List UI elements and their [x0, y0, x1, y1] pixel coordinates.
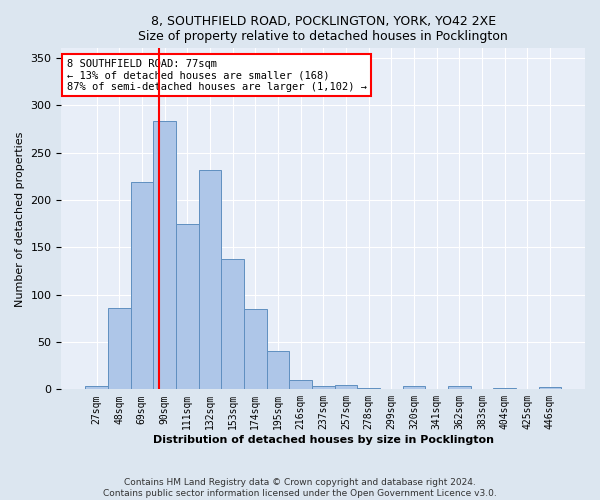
- Bar: [312, 386, 335, 390]
- Text: Contains HM Land Registry data © Crown copyright and database right 2024.
Contai: Contains HM Land Registry data © Crown c…: [103, 478, 497, 498]
- Bar: [108, 308, 131, 390]
- Bar: [493, 388, 516, 390]
- Bar: [539, 388, 561, 390]
- Bar: [289, 380, 312, 390]
- Bar: [244, 309, 266, 390]
- Title: 8, SOUTHFIELD ROAD, POCKLINGTON, YORK, YO42 2XE
Size of property relative to det: 8, SOUTHFIELD ROAD, POCKLINGTON, YORK, Y…: [139, 15, 508, 43]
- Bar: [131, 182, 153, 390]
- Bar: [153, 122, 176, 390]
- Bar: [403, 386, 425, 390]
- Bar: [176, 224, 199, 390]
- Text: 8 SOUTHFIELD ROAD: 77sqm
← 13% of detached houses are smaller (168)
87% of semi-: 8 SOUTHFIELD ROAD: 77sqm ← 13% of detach…: [67, 58, 367, 92]
- Bar: [85, 386, 108, 390]
- Y-axis label: Number of detached properties: Number of detached properties: [15, 131, 25, 306]
- X-axis label: Distribution of detached houses by size in Pocklington: Distribution of detached houses by size …: [153, 435, 494, 445]
- Bar: [357, 388, 380, 390]
- Bar: [335, 384, 357, 390]
- Bar: [448, 386, 470, 390]
- Bar: [199, 170, 221, 390]
- Bar: [266, 352, 289, 390]
- Bar: [221, 258, 244, 390]
